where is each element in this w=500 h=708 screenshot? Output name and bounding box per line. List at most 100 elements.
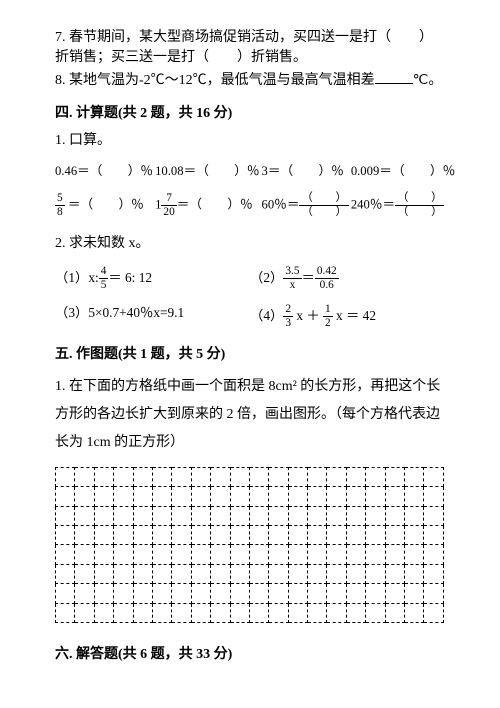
grid-cell[interactable] [94,603,113,622]
grid-cell[interactable] [211,487,230,506]
grid-cell[interactable] [152,487,171,506]
grid-cell[interactable] [366,487,385,506]
grid-cell[interactable] [230,603,249,622]
grid-cell[interactable] [288,584,307,603]
grid-cell[interactable] [114,564,133,583]
grid-cell[interactable] [424,467,443,486]
grid-cell[interactable] [75,603,94,622]
grid-cell[interactable] [366,506,385,525]
grid-cell[interactable] [366,584,385,603]
grid-cell[interactable] [269,467,288,486]
grid-cell[interactable] [230,526,249,545]
grid-cell[interactable] [172,603,191,622]
grid-cell[interactable] [288,526,307,545]
grid-cell[interactable] [211,526,230,545]
grid-cell[interactable] [288,545,307,564]
grid-cell[interactable] [424,603,443,622]
grid-cell[interactable] [308,467,327,486]
grid-cell[interactable] [327,545,346,564]
grid-cell[interactable] [56,467,75,486]
grid-cell[interactable] [308,545,327,564]
grid-cell[interactable] [249,545,268,564]
grid-cell[interactable] [405,584,424,603]
grid-cell[interactable] [152,564,171,583]
grid-cell[interactable] [249,526,268,545]
grid-cell[interactable] [366,603,385,622]
grid-cell[interactable] [366,564,385,583]
grid-cell[interactable] [114,506,133,525]
grid-cell[interactable] [191,564,210,583]
grid-cell[interactable] [269,506,288,525]
grid-cell[interactable] [424,526,443,545]
grid-cell[interactable] [424,545,443,564]
grid-cell[interactable] [346,526,365,545]
grid-cell[interactable] [385,467,404,486]
grid-cell[interactable] [191,526,210,545]
grid-cell[interactable] [191,506,210,525]
grid-cell[interactable] [288,506,307,525]
grid-cell[interactable] [114,526,133,545]
grid-cell[interactable] [114,545,133,564]
grid-cell[interactable] [249,564,268,583]
grid-cell[interactable] [191,545,210,564]
grid-cell[interactable] [327,506,346,525]
grid-cell[interactable] [346,467,365,486]
grid-cell[interactable] [385,506,404,525]
grid-cell[interactable] [405,487,424,506]
grid-cell[interactable] [94,506,113,525]
grid-cell[interactable] [133,467,152,486]
grid-cell[interactable] [308,506,327,525]
grid-cell[interactable] [424,564,443,583]
grid-cell[interactable] [114,467,133,486]
grid-cell[interactable] [191,467,210,486]
grid-cell[interactable] [133,584,152,603]
q8-blank[interactable] [375,72,413,85]
grid-cell[interactable] [211,506,230,525]
drawing-grid[interactable] [55,467,444,623]
grid-cell[interactable] [424,584,443,603]
grid-cell[interactable] [327,564,346,583]
grid-cell[interactable] [288,564,307,583]
grid-cell[interactable] [133,603,152,622]
grid-cell[interactable] [133,526,152,545]
grid-cell[interactable] [75,467,94,486]
grid-cell[interactable] [385,564,404,583]
grid-cell[interactable] [385,526,404,545]
grid-cell[interactable] [152,603,171,622]
grid-cell[interactable] [405,603,424,622]
grid-cell[interactable] [94,584,113,603]
grid-cell[interactable] [94,487,113,506]
grid-cell[interactable] [385,545,404,564]
grid-cell[interactable] [405,545,424,564]
grid-cell[interactable] [269,526,288,545]
grid-cell[interactable] [56,545,75,564]
grid-cell[interactable] [288,467,307,486]
grid-cell[interactable] [152,467,171,486]
grid-cell[interactable] [249,506,268,525]
grid-cell[interactable] [75,487,94,506]
grid-cell[interactable] [269,487,288,506]
grid-cell[interactable] [405,467,424,486]
grid-cell[interactable] [308,526,327,545]
grid-cell[interactable] [249,467,268,486]
grid-cell[interactable] [424,487,443,506]
grid-cell[interactable] [94,526,113,545]
grid-cell[interactable] [191,584,210,603]
grid-cell[interactable] [230,487,249,506]
grid-cell[interactable] [424,506,443,525]
grid-cell[interactable] [94,467,113,486]
grid-cell[interactable] [405,506,424,525]
grid-cell[interactable] [133,545,152,564]
grid-cell[interactable] [172,564,191,583]
grid-cell[interactable] [133,506,152,525]
grid-cell[interactable] [152,506,171,525]
grid-cell[interactable] [152,526,171,545]
grid-cell[interactable] [327,584,346,603]
grid-cell[interactable] [308,564,327,583]
grid-cell[interactable] [211,467,230,486]
grid-cell[interactable] [385,603,404,622]
grid-cell[interactable] [230,545,249,564]
grid-cell[interactable] [133,564,152,583]
grid-cell[interactable] [56,603,75,622]
grid-cell[interactable] [191,487,210,506]
